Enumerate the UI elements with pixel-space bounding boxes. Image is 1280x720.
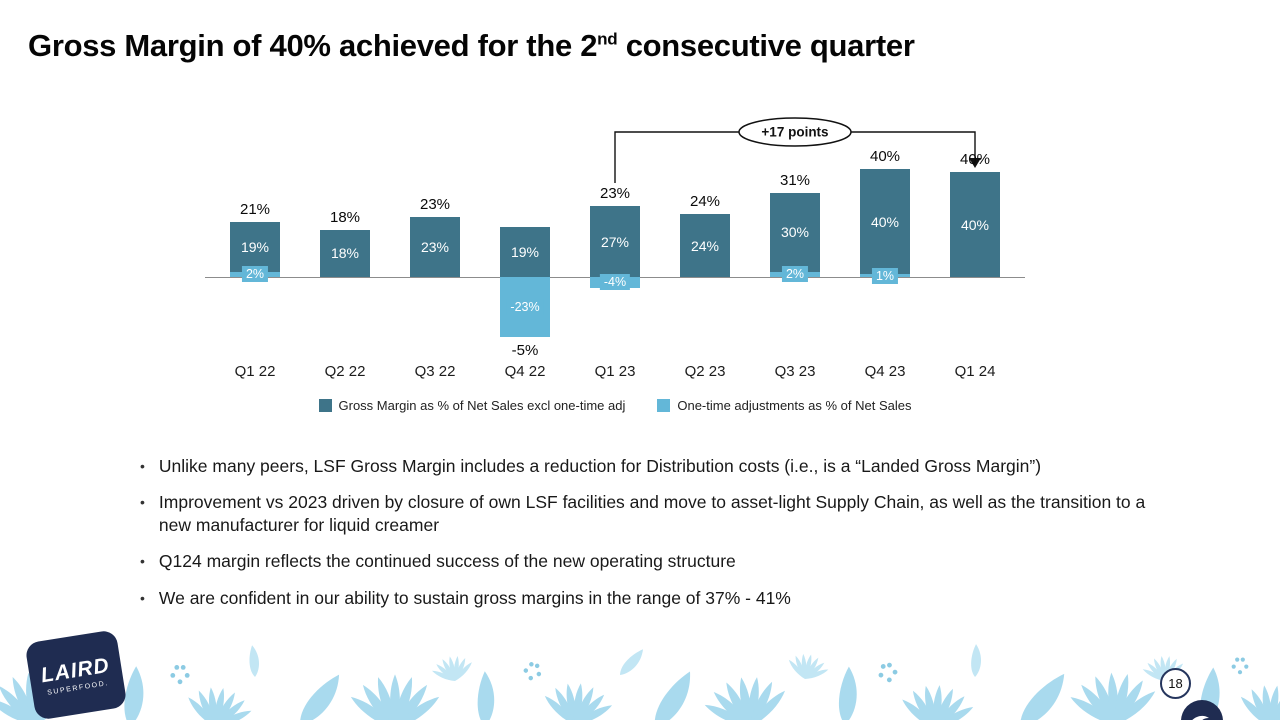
bullet-list: • Unlike many peers, LSF Gross Margin in… (140, 455, 1180, 623)
axis-category-label: Q1 23 (594, 363, 636, 380)
legend-swatch-one-time (657, 399, 671, 412)
gross-margin-value-label: 23% (420, 238, 450, 255)
gross-margin-value-label: 40% (870, 213, 900, 230)
bar-segment-gross-margin (590, 206, 640, 277)
bar-segment-gross-margin (500, 227, 550, 277)
bullet-marker: • (140, 589, 145, 606)
axis-category-label: Q4 22 (504, 363, 546, 380)
bullet-item: • We are confident in our ability to sus… (140, 587, 1180, 609)
gross-margin-value-label: 30% (780, 224, 810, 241)
page-number: 18 (1168, 676, 1183, 691)
annotation-label: +17 points (761, 125, 828, 140)
axis-category-label: Q3 23 (774, 363, 816, 380)
leaf-group-light (67, 643, 1187, 693)
total-value-label: 23% (419, 195, 451, 213)
bar-segment-gross-margin (230, 221, 280, 272)
bullet-marker: • (140, 494, 145, 511)
chart-legend: Gross Margin as % of Net Sales excl one-… (205, 398, 1025, 413)
axis-category-label: Q3 22 (414, 363, 456, 380)
axis-category-label: Q2 23 (684, 363, 726, 380)
title-superscript: nd (597, 29, 618, 49)
gross-margin-value-label: 27% (600, 233, 630, 250)
one-time-value-label: 2% (781, 266, 809, 283)
axis-category-label: Q2 22 (324, 363, 366, 380)
page-title: Gross Margin of 40% achieved for the 2nd… (28, 28, 915, 64)
one-time-value-label: -23% (506, 299, 544, 316)
wave-logo-icon (1181, 700, 1223, 720)
bullet-text: We are confident in our ability to susta… (158, 587, 791, 608)
axis-category-label: Q1 22 (234, 363, 276, 380)
one-time-value-label: 1% (871, 267, 899, 284)
annotation-bubble (738, 117, 852, 147)
gross-margin-value-label: 40% (960, 216, 990, 233)
gross-margin-value-label: 18% (330, 245, 360, 262)
total-value-label: 31% (779, 172, 811, 189)
bar-segment-gross-margin (950, 172, 1000, 277)
leaf-group-main (0, 665, 1280, 720)
bullet-item: • Unlike many peers, LSF Gross Margin in… (140, 455, 1180, 477)
legend-swatch-gross-margin (318, 399, 332, 412)
one-time-value-label: 2% (241, 266, 269, 283)
title-text-2: consecutive quarter (617, 28, 915, 63)
legend-item-gross-margin: Gross Margin as % of Net Sales excl one-… (318, 398, 626, 413)
bullet-marker: • (140, 553, 145, 570)
bullet-text: Unlike many peers, LSF Gross Margin incl… (158, 456, 1042, 476)
legend-label-gross-margin: Gross Margin as % of Net Sales excl one-… (338, 398, 626, 413)
total-value-label: 23% (599, 185, 631, 203)
title-text-1: Gross Margin of 40% achieved for the 2 (28, 28, 598, 63)
legend-item-one-time: One-time adjustments as % of Net Sales (657, 398, 911, 413)
legend-label-one-time: One-time adjustments as % of Net Sales (677, 398, 912, 413)
total-value-label: 40% (869, 148, 901, 166)
footer-decoration (0, 643, 1280, 720)
bar-segment-gross-margin (320, 229, 370, 277)
total-value-label: 24% (689, 193, 721, 210)
bullet-marker: • (140, 458, 145, 474)
gross-margin-chart: +17 points 19% 2% 21% Q1 22 18% 18% Q2 22 23% 23… (205, 117, 1025, 390)
bullet-item: • Q124 margin reflects the continued suc… (140, 550, 1180, 572)
gross-margin-value-label: 19% (510, 244, 540, 261)
bullet-text: Q124 margin reflects the continued succe… (158, 551, 736, 572)
total-value-label: -5% (511, 342, 539, 360)
bar-segment-gross-margin (770, 193, 820, 272)
bullet-item: • Improvement vs 2023 driven by closure … (140, 491, 1180, 536)
laird-superfood-logo: LAIRD SUPERFOOD. (24, 629, 128, 720)
bar-segment-gross-margin (860, 169, 910, 275)
one-time-value-label: -4% (599, 274, 631, 291)
axis-category-label: Q1 24 (954, 363, 996, 380)
bar-segment-gross-margin (410, 216, 460, 277)
gross-margin-value-label: 24% (690, 237, 720, 254)
total-value-label: 21% (239, 200, 271, 218)
bullet-text: Improvement vs 2023 driven by closure of… (158, 492, 1146, 535)
bar-segment-gross-margin (680, 214, 730, 277)
page-number-badge: 18 (1160, 668, 1191, 699)
total-value-label: 18% (329, 208, 361, 226)
axis-category-label: Q4 23 (864, 363, 906, 380)
gross-margin-value-label: 19% (240, 238, 270, 255)
total-value-label: 40% (959, 151, 991, 168)
